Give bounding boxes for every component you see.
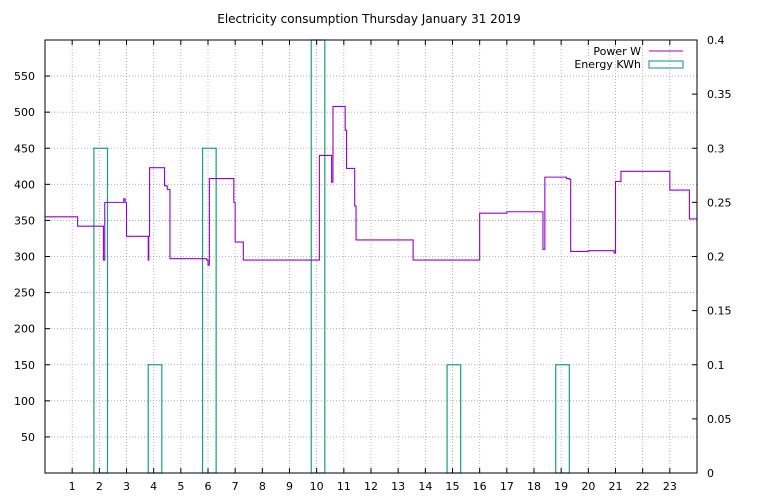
x-tick-label: 13	[391, 480, 405, 493]
chart-title: Electricity consumption Thursday January…	[217, 12, 520, 26]
x-tick-label: 17	[500, 480, 514, 493]
legend-power-label: Power W	[593, 45, 641, 58]
x-tick-label: 8	[259, 480, 266, 493]
y-tick-label: 550	[14, 70, 35, 83]
x-tick-label: 23	[663, 480, 677, 493]
y-tick-label: 400	[14, 178, 35, 191]
energy-bar	[147, 364, 163, 474]
x-tick-label: 9	[286, 480, 293, 493]
y2-tick-label: 0.1	[707, 359, 725, 372]
x-tick-label: 4	[150, 480, 157, 493]
x-tick-label: 12	[364, 480, 378, 493]
y2-tick-label: 0	[707, 467, 714, 480]
y-axis-right: 0 0.05 0.1 0.15 0.2 0.25 0.3 0.35 0.4	[692, 34, 732, 480]
y2-tick-label: 0.15	[707, 305, 732, 318]
y-tick-label: 250	[14, 287, 35, 300]
energy-bar	[93, 147, 109, 474]
x-tick-label: 7	[232, 480, 239, 493]
x-tick-label: 6	[205, 480, 212, 493]
legend: Power W Energy KWh	[574, 45, 684, 71]
x-tick-label: 22	[636, 480, 650, 493]
y-tick-label: 150	[14, 359, 35, 372]
energy-bar	[555, 364, 570, 474]
x-tick-label: 20	[581, 480, 595, 493]
x-axis: 1 2 3 4 5 6 7 8 9 10 11 12 13 14 15 16 17 18 19 20 21 22 23	[69, 40, 677, 493]
x-tick-label: 21	[609, 480, 623, 493]
energy-bar	[446, 364, 462, 474]
y-tick-label: 350	[14, 214, 35, 227]
legend-energy-swatch	[648, 60, 684, 69]
y-tick-label: 450	[14, 142, 35, 155]
y-tick-label: 300	[14, 251, 35, 264]
y2-tick-label: 0.05	[707, 413, 732, 426]
y-tick-label: 100	[14, 395, 35, 408]
legend-energy-label: Energy KWh	[574, 58, 641, 71]
energy-bars	[93, 39, 570, 474]
y2-tick-label: 0.2	[707, 251, 725, 264]
y-tick-label: 200	[14, 323, 35, 336]
x-tick-label: 10	[310, 480, 324, 493]
x-tick-label: 15	[446, 480, 460, 493]
y-tick-label: 50	[21, 431, 35, 444]
y-tick-label: 500	[14, 106, 35, 119]
y2-tick-label: 0.4	[707, 34, 725, 47]
x-tick-label: 16	[473, 480, 487, 493]
x-tick-label: 5	[177, 480, 184, 493]
power-line-group	[45, 105, 697, 266]
y-axis-left: 50 100 150 200 250 300 350 400 450 500 550	[14, 70, 50, 444]
x-tick-label: 14	[418, 480, 432, 493]
chart-grid	[45, 40, 697, 473]
y2-tick-label: 0.35	[707, 88, 732, 101]
power-line	[45, 105, 697, 266]
y2-tick-label: 0.3	[707, 142, 725, 155]
x-tick-label: 3	[123, 480, 130, 493]
x-tick-label: 11	[337, 480, 351, 493]
y2-tick-label: 0.25	[707, 196, 732, 209]
x-tick-label: 19	[554, 480, 568, 493]
x-tick-label: 1	[69, 480, 76, 493]
x-tick-label: 18	[527, 480, 541, 493]
x-tick-label: 2	[96, 480, 103, 493]
